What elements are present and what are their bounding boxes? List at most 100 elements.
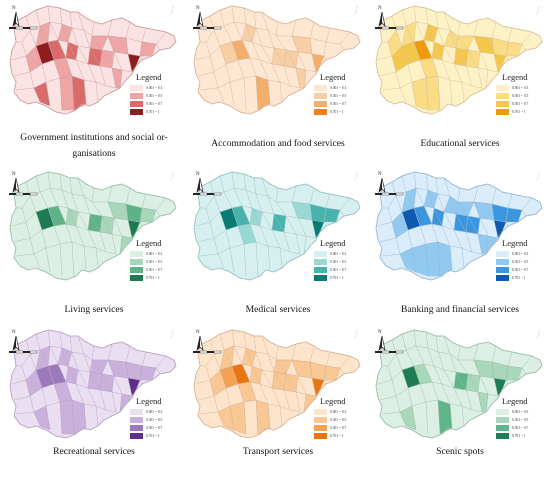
county-boundary [121,53,133,73]
legend-title: Legend [136,396,162,406]
panel-caption: Government institutions and social or-ga… [6,130,182,162]
county-boundary [289,233,301,255]
legend-range-label: 0.501 ~ 0.7 [146,426,163,430]
county-boundary [289,391,301,413]
legend-title: Legend [320,396,346,406]
legend-range-label: 0.301 ~ 0.5 [330,418,347,422]
legend-entry: 0.301 ~ 0.5 [496,92,550,100]
county-boundary [71,241,75,277]
county-boundary [121,219,133,239]
province-border [375,329,543,439]
legend-swatch [314,251,327,257]
scale-bar-icon [9,192,38,196]
legend-swatch [314,425,327,431]
legend-entry: 0.301 ~ 0.5 [130,258,184,266]
legend-entry: 0.001 ~ 0.3 [496,84,550,92]
county-boundary [461,81,465,103]
legend-range-label: 0.701 ~ 1 [146,434,160,438]
panel-caption: Banking and financial services [372,302,548,318]
county-boundary [71,399,75,435]
panel-caption: Transport services [190,444,366,460]
legend-swatch [496,267,509,273]
legend-swatch [496,85,509,91]
county-boundary [521,43,527,51]
county-boundary [425,77,429,111]
legend-swatch [130,417,143,423]
legend-entry: 0.701 ~ 1 [130,432,184,440]
inset-island-icon [353,6,359,16]
north-arrow-icon: N [376,330,388,358]
map-legend: Legend 0.001 ~ 0.3 0.301 ~ 0.5 0.501 ~ 0.7 0… [496,238,550,282]
county-boundary [45,405,51,431]
north-arrow-icon: N [10,6,22,34]
county-boundary [487,219,499,239]
panel-caption-line: Educational services [420,138,500,149]
county-region [59,399,75,435]
county-boundary [45,247,51,273]
county-boundary [449,245,453,271]
choropleth-map [9,171,177,281]
legend-swatch [314,93,327,99]
inset-island-icon [353,172,359,182]
inset-island-icon [353,330,359,340]
county-boundary [139,221,143,227]
county-boundary [229,81,235,107]
county-boundary [16,339,31,367]
county-boundary [505,379,509,385]
county-boundary [217,253,225,269]
county-boundary [305,377,317,397]
county-boundary [399,87,407,103]
legend-swatch [496,433,509,439]
scale-bar-icon [375,350,404,354]
panel-caption-line: Medical services [245,304,311,315]
legend-range-label: 0.001 ~ 0.3 [512,86,529,90]
legend-range-label: 0.701 ~ 1 [146,276,160,280]
north-label: N [196,330,200,335]
county-boundary [461,405,465,427]
county-boundary [471,391,483,413]
map-panel: N Legend 0.001 ~ 0.3 0.301 ~ 0.5 0.501 ~ 0.7… [372,168,548,322]
county-boundary [505,221,509,227]
legend-title: Legend [502,72,528,82]
legend-swatch [314,101,327,107]
panel-caption: Recreational services [6,444,182,460]
map-panel: N Legend 0.001 ~ 0.3 0.301 ~ 0.5 0.501 ~ 0.7… [372,2,548,156]
panel-caption: Scenic spots [372,444,548,460]
legend-range-label: 0.501 ~ 0.7 [512,426,529,430]
legend-entry: 0.001 ~ 0.3 [314,84,368,92]
legend-swatch [130,275,143,281]
county-boundary [437,399,441,435]
legend-swatch [496,425,509,431]
legend-swatch [130,425,143,431]
inset-island-icon [535,6,541,16]
map-legend: Legend 0.001 ~ 0.3 0.301 ~ 0.5 0.501 ~ 0.7 0… [130,396,184,440]
county-boundary [279,247,283,269]
legend-entry: 0.701 ~ 1 [314,108,368,116]
legend-swatch [314,259,327,265]
county-boundary [267,245,271,271]
choropleth-map [375,5,543,115]
legend-swatch [130,85,143,91]
county-boundary [59,243,63,277]
legend-range-label: 0.501 ~ 0.7 [330,268,347,272]
county-boundary [33,87,41,103]
north-arrow-icon: N [10,172,22,200]
county-boundary [471,67,483,89]
legend-range-label: 0.501 ~ 0.7 [512,102,529,106]
county-region [425,75,441,111]
map-legend: Legend 0.001 ~ 0.3 0.301 ~ 0.5 0.501 ~ 0.7 0… [496,396,550,440]
legend-entry: 0.701 ~ 1 [496,274,550,282]
legend-range-label: 0.001 ~ 0.3 [330,410,347,414]
county-boundary [33,253,41,269]
scale-bar-icon [375,192,404,196]
legend-entry: 0.501 ~ 0.7 [496,100,550,108]
legend-entry: 0.701 ~ 1 [130,274,184,282]
legend-swatch [130,109,143,115]
county-boundary [382,181,397,209]
county-boundary [382,339,397,367]
panel-caption-line: Government institutions and social or- [20,132,168,143]
panel-caption: Educational services [372,136,548,152]
panel-caption: Medical services [190,302,366,318]
county-boundary [449,79,453,105]
north-label: N [12,172,16,177]
